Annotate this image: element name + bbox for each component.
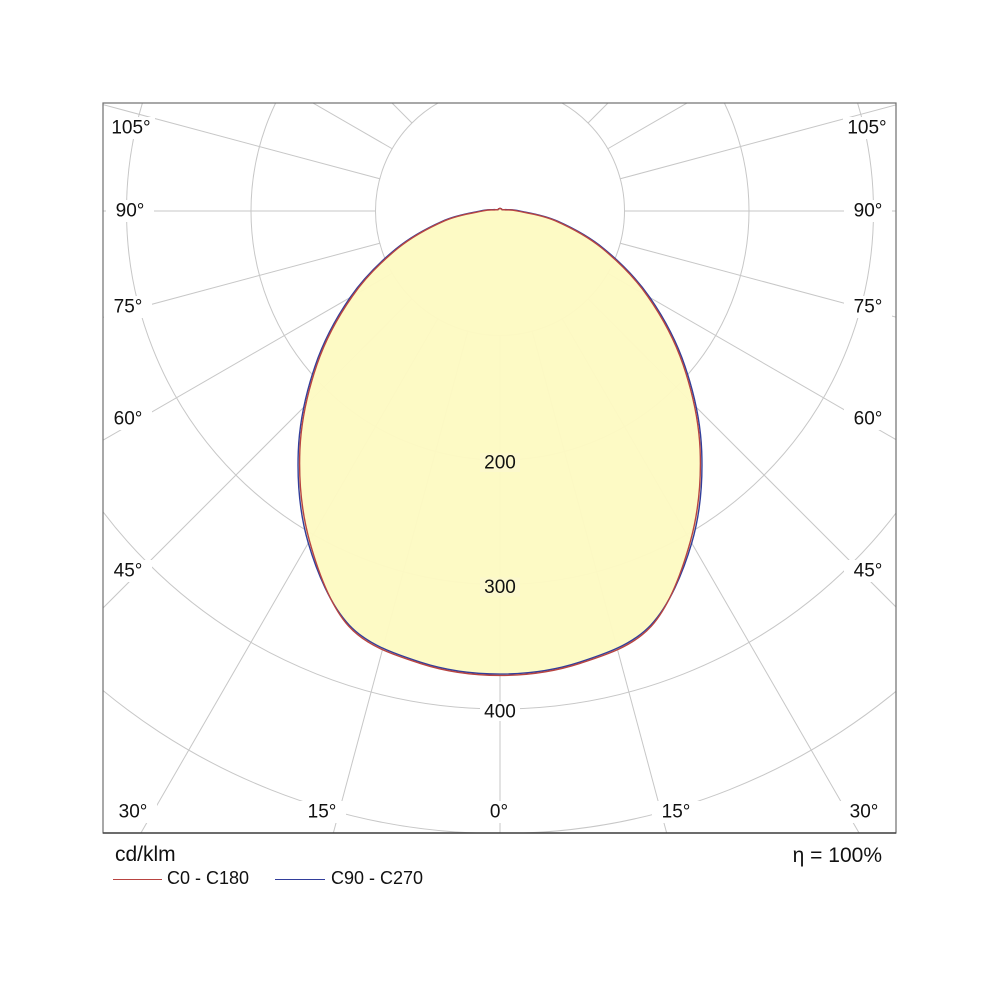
angle-tick-label-bg	[844, 560, 892, 582]
angle-grid-spoke	[532, 0, 797, 91]
angle-grid-spoke	[607, 272, 896, 441]
efficiency-label: η = 100%	[792, 844, 882, 867]
curve-c0-c180	[298, 207, 702, 677]
angle-grid-spoke	[587, 298, 896, 608]
angle-tick-label: 75°	[114, 297, 143, 318]
angle-tick-label: 60°	[114, 409, 143, 430]
angle-tick-label: 15°	[308, 802, 337, 823]
angle-tick-label-bg	[109, 801, 157, 823]
angle-tick-label: 75°	[854, 297, 883, 318]
angle-tick-label: 90°	[854, 201, 883, 222]
angle-tick-label-bg	[844, 200, 892, 222]
angle-tick-label-bg	[475, 801, 523, 823]
angle-grid-spoke	[202, 0, 467, 91]
angle-tick-label-bg	[840, 801, 888, 823]
angle-tick-label-bg	[106, 200, 154, 222]
radial-tick-label: 200	[484, 453, 516, 474]
legend-line-c90-c270	[275, 879, 325, 880]
angle-grid-spoke	[103, 242, 380, 318]
angle-grid-spoke	[620, 104, 896, 180]
angle-tick-label-bg	[844, 408, 892, 430]
angle-grid-spoke	[437, 103, 439, 104]
angle-grid-spoke	[607, 103, 689, 150]
angle-tick-label: 15°	[662, 802, 691, 823]
legend-label-c90-c270: C90 - C270	[331, 868, 424, 888]
angle-grid-spoke	[103, 104, 380, 180]
angle-tick-label: 45°	[114, 561, 143, 582]
angle-tick-label-bg	[104, 296, 152, 318]
angle-tick-label: 90°	[116, 201, 145, 222]
angle-grid-spoke	[103, 298, 413, 609]
angle-grid-spoke	[103, 272, 393, 441]
angle-grid-spoke	[391, 103, 413, 124]
angle-grid-spoke	[561, 103, 563, 104]
radial-tick-label: 300	[484, 577, 516, 598]
angle-tick-label-bg	[298, 801, 346, 823]
legend-label-c0-c180: C0 - C180	[167, 868, 250, 888]
angle-tick-label-bg	[104, 560, 152, 582]
angle-tick-label-bg	[652, 801, 700, 823]
angle-tick-label: 105°	[111, 118, 150, 139]
angle-tick-label: 60°	[854, 409, 883, 430]
angle-tick-label: 45°	[854, 561, 883, 582]
angle-tick-label-bg	[107, 117, 155, 139]
legend-line-c0-c180	[113, 879, 162, 880]
angle-grid-spoke	[587, 103, 609, 124]
radial-tick-label-bg	[480, 453, 520, 472]
radial-tick-label-bg	[480, 702, 520, 721]
light-distribution-fill	[299, 208, 701, 676]
radial-tick-label-bg	[480, 577, 520, 597]
angle-tick-label: 30°	[850, 802, 879, 823]
angle-grid-spoke	[620, 242, 896, 318]
angle-tick-label: 105°	[847, 118, 886, 139]
angle-tick-label-bg	[844, 296, 892, 318]
angle-tick-label: 30°	[119, 802, 148, 823]
radial-tick-label: 400	[484, 702, 516, 723]
angle-tick-label-bg	[104, 408, 152, 430]
angle-tick-label-bg	[843, 117, 891, 139]
unit-label: cd/klm	[115, 843, 176, 866]
angle-tick-label: 0°	[490, 802, 508, 823]
angle-grid-spoke	[311, 103, 393, 150]
